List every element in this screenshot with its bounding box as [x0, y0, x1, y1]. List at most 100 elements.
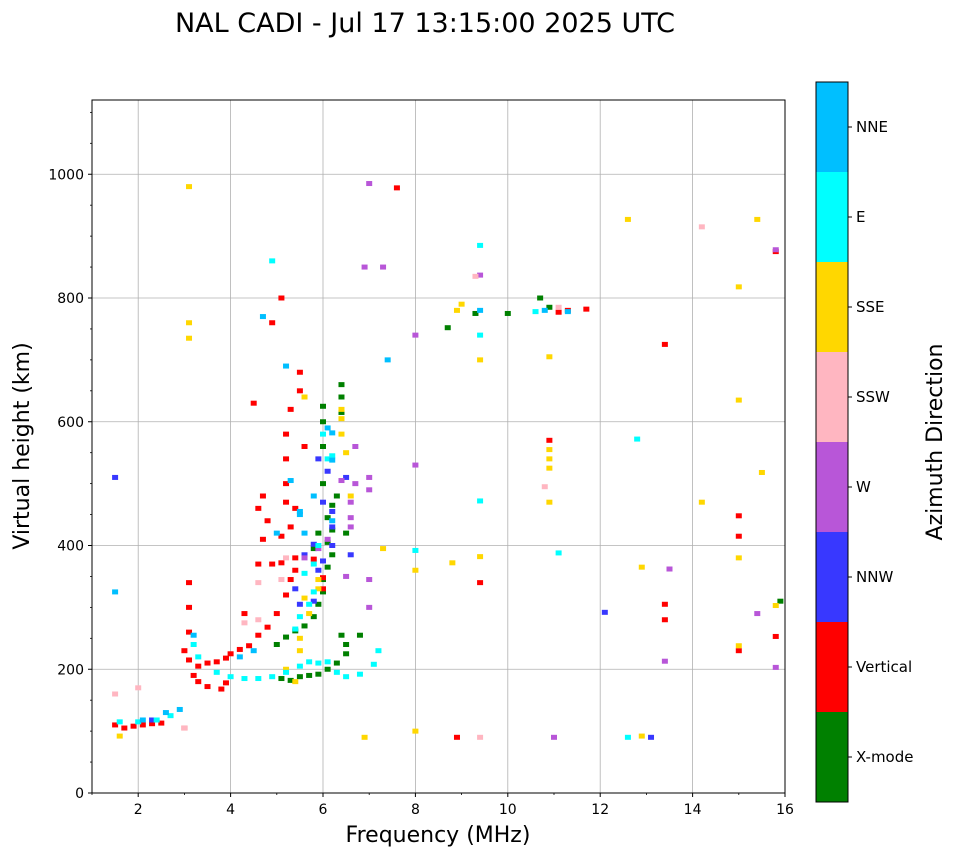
colorbar-segment-nnw [816, 532, 848, 622]
echo-point-vertical [204, 684, 211, 690]
colorbar-segment-nne [816, 82, 848, 172]
echo-point-vertical [283, 499, 290, 505]
echo-point-w [324, 536, 331, 542]
echo-point-vertical [218, 686, 225, 692]
echo-point-nne [329, 430, 336, 436]
y-axis: 0 200 400 600 800 1000 [48, 111, 92, 802]
echo-point-w [366, 181, 373, 187]
echo-point-vertical [661, 617, 668, 623]
echo-point-sse [186, 184, 193, 190]
echo-point-nne [283, 363, 290, 369]
echo-point-nnw [315, 456, 322, 462]
echo-point-sse [315, 586, 322, 592]
echo-point-w [366, 487, 373, 493]
x-axis: 2 4 6 8 10 12 14 16 [91, 793, 794, 818]
echo-point-nnw [329, 524, 336, 530]
echo-point-vertical [186, 629, 193, 635]
echo-point-vertical [259, 493, 266, 499]
echo-point-sse [546, 456, 553, 462]
y-axis-label: Virtual height (km) [10, 342, 35, 549]
echo-point-nnw [149, 717, 156, 723]
echo-point-e [296, 663, 303, 669]
echo-point-x-mode [546, 304, 553, 310]
echo-point-nnw [296, 601, 303, 607]
echo-point-sse [453, 307, 460, 313]
echo-point-nnw [324, 468, 331, 474]
echo-point-w [772, 664, 779, 670]
x-tick-label: 6 [319, 802, 328, 818]
colorbar-segment-e [816, 172, 848, 262]
echo-point-sse [735, 643, 742, 649]
echo-point-w [347, 515, 354, 521]
echo-point-sse [477, 357, 484, 363]
echo-point-w [380, 264, 387, 270]
echo-point-x-mode [324, 539, 331, 545]
echo-point-x-mode [338, 382, 345, 388]
echo-point-nne [329, 457, 336, 463]
echo-point-sse [306, 611, 313, 617]
echo-point-ssw [278, 577, 285, 583]
echo-point-vertical [661, 341, 668, 347]
echo-point-nne [176, 706, 183, 712]
echo-point-nne [329, 518, 336, 524]
echo-point-sse [638, 564, 645, 570]
echo-point-vertical [735, 648, 742, 654]
echo-point-x-mode [320, 444, 326, 449]
echo-point-vertical [264, 518, 271, 524]
echo-point-vertical [292, 567, 299, 573]
echo-point-x-mode [343, 530, 350, 536]
echo-point-e [333, 669, 340, 675]
echo-point-ssw [472, 273, 479, 279]
echo-point-sse [477, 554, 484, 560]
echo-point-e [292, 626, 299, 632]
echo-point-x-mode [504, 310, 511, 316]
echo-point-w [412, 462, 419, 468]
echo-point-nnw [112, 474, 119, 480]
echo-point-ssw [541, 484, 548, 490]
colorbar-label: SSE [856, 298, 885, 316]
echo-point-nne [112, 589, 119, 595]
echo-point-x-mode [343, 651, 350, 657]
echo-point-x-mode [278, 676, 285, 682]
echo-point-w [772, 247, 779, 253]
echo-point-w [477, 272, 484, 278]
echo-point-w [352, 444, 359, 449]
echo-point-sse [116, 733, 123, 739]
echo-point-e [477, 498, 484, 504]
echo-point-nnw [292, 586, 299, 592]
echo-point-vertical [278, 295, 285, 301]
echo-point-x-mode [287, 677, 294, 683]
echo-point-vertical [213, 659, 220, 665]
colorbar-label: W [856, 478, 871, 496]
x-tick-label: 4 [226, 802, 235, 818]
echo-point-vertical [250, 400, 257, 406]
x-tick-label: 2 [134, 802, 143, 818]
echo-point-sse [772, 603, 779, 609]
echo-point-vertical [287, 577, 294, 583]
echo-point-sse [347, 493, 354, 499]
grid-lines [92, 100, 786, 794]
echo-point-e [153, 717, 160, 723]
echo-point-sse [735, 284, 742, 290]
echo-point-x-mode [537, 295, 544, 301]
colorbar-segment-w [816, 442, 848, 532]
echo-point-ssw [112, 691, 119, 697]
echo-point-sse [546, 447, 553, 453]
echo-point-vertical [283, 456, 290, 462]
echo-point-sse [186, 335, 193, 341]
echo-point-e [213, 669, 220, 675]
colorbar: X-mode Vertical NNW W SSW SSE E NNE [815, 81, 913, 803]
echo-point-vertical [269, 561, 276, 567]
echo-point-e [477, 332, 484, 338]
echo-point-nne [310, 493, 317, 499]
echo-point-w [366, 577, 373, 583]
echo-point-nne [250, 648, 257, 654]
echo-point-x-mode [472, 310, 479, 316]
echo-point-vertical [292, 555, 299, 561]
echo-point-w [754, 611, 761, 617]
echo-point-e [195, 654, 202, 660]
echo-point-sse [301, 394, 308, 400]
echo-point-nnw [320, 558, 326, 564]
echo-point-nnw [347, 552, 354, 558]
echo-point-vertical [287, 524, 294, 530]
